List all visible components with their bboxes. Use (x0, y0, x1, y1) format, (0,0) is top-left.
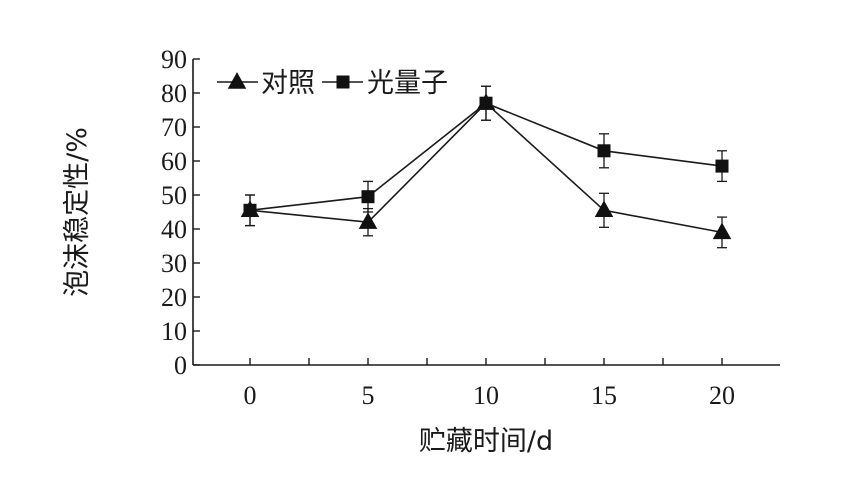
data-point-triangle (358, 212, 378, 229)
y-axis-title: 泡沫稳定性/% (62, 127, 93, 297)
series-line (249, 102, 723, 234)
series-layer (240, 85, 732, 249)
data-point-square (361, 190, 375, 204)
data-point-square (715, 159, 729, 173)
y-axis-ticks: 0 10 20 30 40 50 60 70 80 90 (161, 45, 200, 380)
legend-marker-square (336, 75, 350, 89)
legend-label-photon: 光量子 (367, 68, 448, 99)
legend-label-control: 对照 (261, 68, 315, 99)
x-tick-label: 0 (244, 381, 257, 410)
y-tick-label: 10 (161, 317, 187, 346)
x-tick-label: 15 (591, 381, 617, 410)
y-tick-label: 0 (174, 351, 187, 380)
x-axis-ticks: 0 5 10 15 20 (244, 358, 735, 410)
legend-marker-triangle (227, 72, 247, 89)
data-point-triangle (594, 200, 614, 218)
data-point-square (243, 203, 257, 217)
y-tick-label: 30 (161, 249, 187, 278)
data-point-square (597, 144, 611, 158)
data-point-square (479, 96, 493, 110)
x-axis-title: 贮藏时间/d (419, 426, 553, 457)
x-tick-label: 10 (473, 381, 499, 410)
y-tick-label: 90 (161, 45, 187, 74)
data-point-triangle (712, 222, 732, 240)
y-tick-label: 40 (161, 215, 187, 244)
y-tick-label: 80 (161, 79, 187, 108)
legend: 对照 光量子 (217, 68, 448, 99)
series-photon (243, 85, 729, 227)
y-tick-label: 50 (161, 181, 187, 210)
y-tick-label: 60 (161, 147, 187, 176)
y-tick-label: 70 (161, 113, 187, 142)
y-tick-label: 20 (161, 283, 187, 312)
x-tick-label: 20 (709, 381, 735, 410)
x-tick-label: 5 (362, 381, 375, 410)
